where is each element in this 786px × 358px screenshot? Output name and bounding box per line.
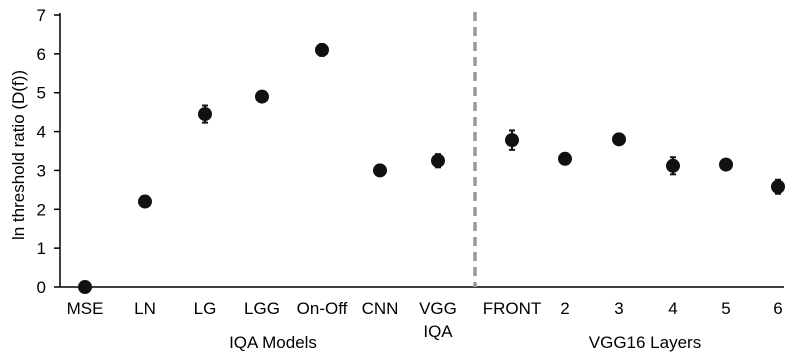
x-tick-label: CNN <box>362 299 399 318</box>
x-tick-label: 3 <box>614 299 623 318</box>
y-tick-label: 5 <box>37 84 46 103</box>
data-point <box>138 194 152 209</box>
category-labels: MSE LN LG LGG On-Off CNN VGG IQA FRONT 2 3 4 5 6 <box>67 299 783 341</box>
y-tick-label: 4 <box>37 123 46 142</box>
x-tick-label: 4 <box>668 299 677 318</box>
data-point <box>255 89 269 104</box>
x-tick-sublabel: IQA <box>423 322 453 341</box>
data-point <box>505 133 519 148</box>
data-point <box>666 158 680 173</box>
group-label: VGG16 Layers <box>589 333 701 352</box>
y-tick-label: 3 <box>37 161 46 180</box>
data-point <box>771 179 785 194</box>
x-tick-label: MSE <box>67 299 104 318</box>
group-label: IQA Models <box>229 333 317 352</box>
y-tick-label: 1 <box>37 239 46 258</box>
data-point <box>719 157 733 172</box>
x-tick-label: LN <box>134 299 156 318</box>
data-point <box>612 132 626 147</box>
data-point <box>198 107 212 122</box>
y-tick-label: 7 <box>37 6 46 25</box>
y-tick-label: 2 <box>37 200 46 219</box>
x-tick-label: LG <box>194 299 217 318</box>
data-point <box>431 153 445 168</box>
x-tick-label: 6 <box>773 299 782 318</box>
data-point <box>78 280 92 294</box>
error-bars <box>142 43 781 205</box>
y-tick-label: 0 <box>37 278 46 297</box>
data-point <box>558 151 572 166</box>
data-points <box>78 42 785 294</box>
x-tick-label: 5 <box>721 299 730 318</box>
y-tick-label: 6 <box>37 45 46 64</box>
group-labels: IQA Models VGG16 Layers <box>229 333 701 352</box>
data-point <box>373 163 387 178</box>
y-axis-title: ln threshold ratio (D(f)) <box>9 70 28 240</box>
x-tick-label: VGG <box>419 299 457 318</box>
data-point <box>315 42 329 57</box>
x-tick-label: LGG <box>244 299 280 318</box>
x-tick-label: 2 <box>560 299 569 318</box>
y-axis: 0 1 2 3 4 5 6 7 <box>37 6 61 297</box>
x-tick-label: On-Off <box>297 299 348 318</box>
x-tick-label: FRONT <box>483 299 542 318</box>
